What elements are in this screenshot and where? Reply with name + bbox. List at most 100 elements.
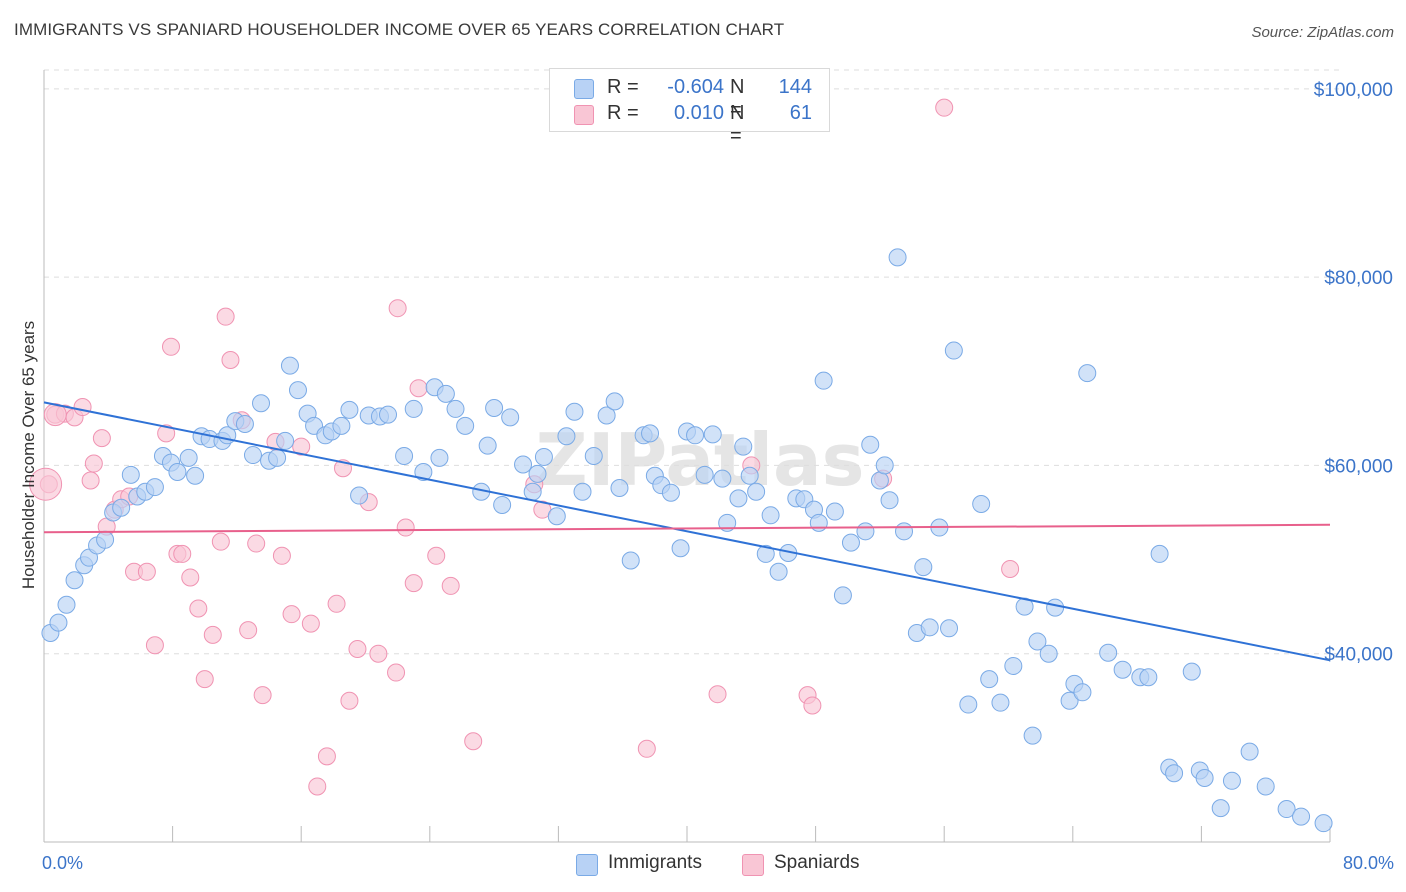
y-tick-label: $80,000 [1324, 268, 1393, 289]
data-point [157, 424, 176, 443]
data-point [121, 465, 140, 484]
data-point [73, 398, 92, 417]
data-point [96, 530, 115, 549]
data-point [875, 456, 894, 475]
data-point [597, 406, 616, 425]
data-point [350, 486, 369, 505]
data-point [112, 498, 131, 517]
spaniards-points [29, 98, 1020, 796]
data-point [186, 466, 205, 485]
data-point [1004, 656, 1023, 675]
data-point [1078, 364, 1097, 383]
data-point [301, 614, 320, 633]
data-point [641, 424, 660, 443]
y-tick-labels: $40,000 $60,000 $80,000 $100,000 [1314, 80, 1393, 666]
source-note: Source: ZipAtlas.com [1251, 24, 1394, 41]
data-point [340, 691, 359, 710]
data-point [189, 599, 208, 618]
data-point [940, 619, 959, 638]
data-point [734, 437, 753, 456]
data-point [671, 539, 690, 558]
data-point [861, 435, 880, 454]
data-point [288, 381, 307, 400]
data-point [348, 640, 367, 658]
data-point [972, 495, 991, 514]
data-point [317, 747, 336, 766]
data-point [430, 448, 449, 467]
data-point [464, 732, 483, 751]
data-point [1182, 662, 1201, 681]
data-point [888, 248, 907, 267]
data-point [49, 613, 68, 632]
data-point [769, 562, 788, 581]
data-point [1240, 742, 1259, 761]
data-point [573, 482, 592, 501]
data-point [379, 405, 398, 424]
data-point [493, 495, 512, 514]
data-point [57, 595, 76, 614]
y-tick-label: $100,000 [1314, 80, 1393, 101]
data-point [478, 436, 497, 455]
data-point [340, 400, 359, 419]
data-point [1028, 632, 1047, 651]
data-point [173, 544, 192, 563]
data-point [414, 463, 433, 482]
data-point [332, 416, 351, 435]
r-value: -0.604 [667, 76, 724, 98]
data-point [1211, 799, 1230, 818]
data-point [280, 356, 299, 375]
data-point [1023, 726, 1042, 745]
y-axis-label: Householder Income Over 65 years [19, 321, 38, 589]
spaniards-swatch [742, 854, 764, 876]
data-point [523, 482, 542, 501]
data-point [809, 513, 828, 532]
data-point [1001, 559, 1020, 578]
data-point [1314, 814, 1333, 833]
data-point [485, 398, 504, 417]
data-point [168, 463, 187, 482]
r-value: 0.010 [673, 102, 724, 124]
data-point [282, 605, 301, 624]
n-label: N = [730, 102, 745, 147]
data-point [292, 437, 311, 456]
data-point [252, 394, 271, 413]
data-point [1039, 644, 1058, 663]
data-point [239, 621, 258, 640]
data-point [84, 454, 103, 473]
data-point [534, 447, 553, 466]
data-point [825, 502, 844, 521]
n-value: 61 [789, 102, 812, 124]
data-point [327, 594, 346, 613]
data-point [161, 337, 180, 356]
data-point [427, 546, 446, 565]
data-point [1046, 598, 1065, 617]
chart-title: IMMIGRANTS VS SPANIARD HOUSEHOLDER INCOM… [14, 20, 785, 39]
data-point [81, 471, 100, 490]
data-point [713, 469, 732, 488]
data-point [441, 576, 460, 595]
data-point [404, 574, 423, 593]
r-label: R = [607, 76, 639, 98]
legend-label: Immigrants [608, 852, 702, 873]
data-point [253, 686, 272, 705]
data-point [708, 685, 727, 704]
data-point [584, 447, 603, 465]
data-point [276, 431, 295, 450]
data-point [718, 513, 737, 532]
x-tick-label: 80.0% [1343, 853, 1394, 873]
data-point [268, 448, 287, 467]
data-point [1060, 691, 1079, 710]
data-point [935, 98, 954, 117]
data-point [1195, 768, 1214, 787]
data-point [221, 350, 240, 369]
immigrants-swatch [576, 854, 598, 876]
immigrants-swatch [574, 79, 594, 99]
data-point [1277, 800, 1296, 819]
data-point [243, 446, 262, 465]
data-point [272, 546, 291, 565]
data-point [547, 507, 566, 526]
data-point [1165, 764, 1184, 783]
data-point [181, 568, 200, 587]
data-point [235, 414, 254, 433]
data-point [991, 693, 1010, 712]
